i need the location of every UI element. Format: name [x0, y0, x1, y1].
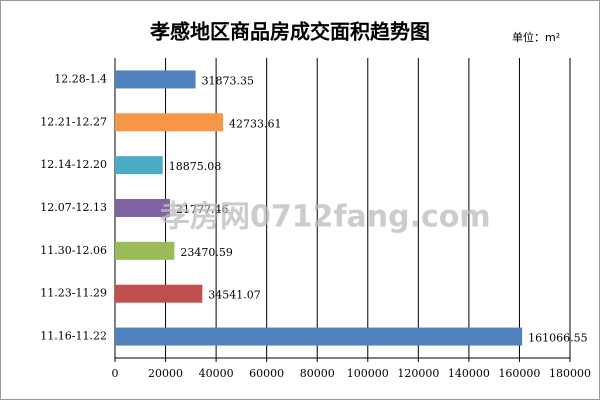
y-tick-label: 11.16-11.22 [40, 330, 107, 343]
x-tick-label: 40000 [199, 367, 234, 380]
x-tick-label: 80000 [300, 367, 335, 380]
unit-label: 单位：m² [512, 30, 560, 44]
value-label: 18875.08 [169, 160, 222, 173]
bar [115, 241, 175, 260]
y-tick-label: 12.07-12.13 [40, 201, 107, 214]
bar [115, 70, 196, 89]
bar [115, 284, 203, 303]
y-tick-label: 12.28-1.4 [54, 72, 107, 85]
bar [115, 156, 163, 175]
bar [115, 199, 171, 217]
x-tick-label: 0 [112, 367, 119, 380]
value-label: 23470.59 [180, 246, 233, 259]
x-tick-label: 20000 [148, 367, 183, 380]
value-label: 34541.07 [208, 289, 260, 302]
value-label: 31873.35 [202, 74, 255, 87]
x-tick-label: 160000 [498, 367, 540, 380]
x-tick-label: 60000 [249, 367, 284, 380]
y-tick-label: 11.23-11.29 [40, 287, 107, 300]
chart-title: 孝感地区商品房成交面积趋势图 [149, 20, 430, 44]
watermark: 孝房网0712fang.com [160, 200, 491, 235]
y-tick-label: 12.14-12.20 [40, 158, 107, 171]
x-tick-label: 140000 [448, 367, 490, 380]
value-label: 42733.61 [229, 117, 281, 130]
bar [115, 327, 523, 346]
y-tick-label: 12.21-12.27 [40, 115, 107, 128]
bar [115, 113, 224, 132]
x-tick-label: 120000 [397, 367, 439, 380]
x-tick-label: 100000 [347, 367, 389, 380]
value-label: 161066.55 [528, 332, 588, 345]
y-tick-label: 11.30-12.06 [40, 244, 107, 257]
value-label: 21777.46 [176, 203, 229, 216]
x-tick-label: 180000 [549, 367, 591, 380]
